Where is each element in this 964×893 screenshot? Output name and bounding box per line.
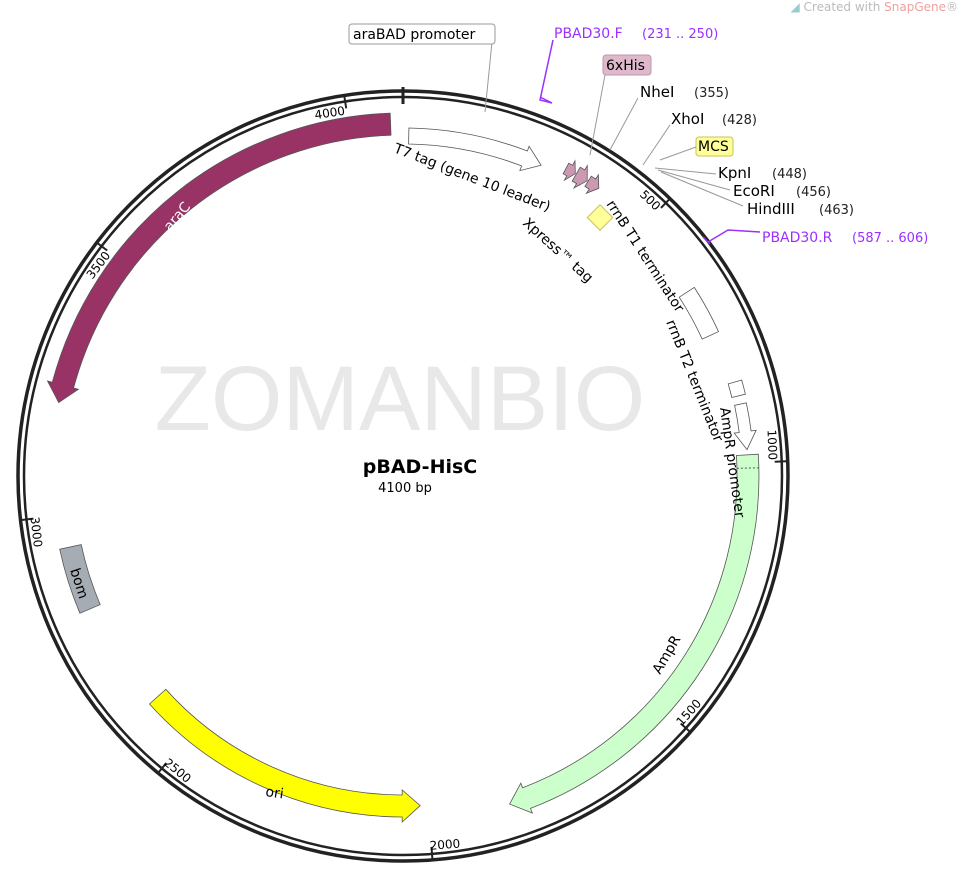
tick-mark — [157, 762, 168, 773]
feature-t7[interactable] — [408, 127, 542, 172]
svg-text:EcoRI: EcoRI — [733, 182, 775, 200]
his-leader — [589, 74, 606, 156]
tick-mark — [97, 242, 108, 252]
site-xhoi[interactable]: XhoI (428) — [642, 110, 757, 166]
svg-text:(456): (456) — [796, 185, 831, 200]
tick-label: 1000 — [764, 429, 779, 460]
feature-xpress[interactable] — [584, 173, 600, 195]
label-ori: ori — [264, 784, 284, 802]
feature-his2[interactable] — [571, 164, 588, 189]
snapgene-credit: ◢ Created with SnapGene® — [790, 0, 959, 14]
svg-text:(587 .. 606): (587 .. 606) — [852, 231, 928, 246]
svg-text:KpnI: KpnI — [718, 164, 751, 182]
svg-text:(355): (355) — [694, 86, 729, 101]
snapgene-logo-icon: ◢ — [790, 0, 804, 14]
svg-text:NheI: NheI — [640, 83, 674, 101]
mcs-box — [695, 136, 734, 157]
tick-mark — [21, 517, 34, 522]
feature-ampprom[interactable] — [733, 402, 757, 451]
plasmid-name: pBAD-HisC — [363, 456, 477, 478]
plasmid-length: 4100 bp — [378, 481, 432, 496]
feature-rrnbt1[interactable] — [678, 286, 720, 340]
tick-label: 2000 — [429, 837, 461, 853]
svg-text:(448): (448) — [772, 167, 807, 182]
label-mcs: MCS — [698, 139, 729, 155]
feature-bom[interactable] — [59, 544, 101, 614]
site-kpni[interactable]: KpnI (448) — [654, 164, 807, 182]
site-ecori[interactable]: EcoRI (456) — [657, 169, 831, 200]
label-xpress-tag: Xpress™ tag — [519, 215, 596, 286]
tick-label: 4000 — [314, 104, 346, 122]
svg-text:PBAD30.R: PBAD30.R — [762, 230, 833, 246]
svg-text:PBAD30.F: PBAD30.F — [554, 26, 623, 42]
arabad-box — [348, 23, 496, 45]
label-6xhis: 6xHis — [606, 58, 645, 74]
svg-text:(428): (428) — [722, 113, 757, 128]
feature-ampr[interactable] — [509, 453, 760, 814]
feature-ori[interactable] — [148, 688, 421, 823]
tick-mark — [660, 198, 670, 209]
label-rrnb-t2: rrnB T2 terminator — [662, 318, 726, 445]
tick-label: 3000 — [28, 516, 45, 548]
tick-mark — [430, 846, 434, 859]
arabad-leader — [484, 41, 493, 113]
tick-label: 500 — [637, 187, 663, 213]
site-nhei[interactable]: NheI (355) — [609, 83, 729, 151]
feature-rrnbt2[interactable] — [727, 379, 746, 398]
site-hindiii[interactable]: HindIII (463) — [660, 171, 854, 218]
feature-araC[interactable] — [46, 112, 392, 404]
svg-text:(231 .. 250): (231 .. 250) — [642, 27, 718, 42]
label-arabad-promoter: araBAD promoter — [353, 27, 476, 43]
feature-mcs[interactable] — [586, 204, 614, 231]
tick-mark — [680, 722, 691, 733]
label-rrnb-t1: rrnB T1 terminator — [603, 197, 687, 315]
tick-mark — [343, 96, 348, 109]
primer-pbad30-r[interactable]: PBAD30.R (587 .. 606) — [702, 229, 928, 246]
his-box — [602, 54, 652, 76]
svg-text:HindIII: HindIII — [747, 200, 795, 218]
feature-his1[interactable] — [562, 159, 576, 182]
mcs-leader — [659, 146, 697, 161]
watermark: ZOMANBIO — [155, 348, 646, 450]
svg-text:XhoI: XhoI — [671, 110, 704, 128]
svg-text:(463): (463) — [819, 203, 854, 218]
primer-pbad30-f[interactable]: PBAD30.F (231 .. 250) — [539, 26, 718, 104]
